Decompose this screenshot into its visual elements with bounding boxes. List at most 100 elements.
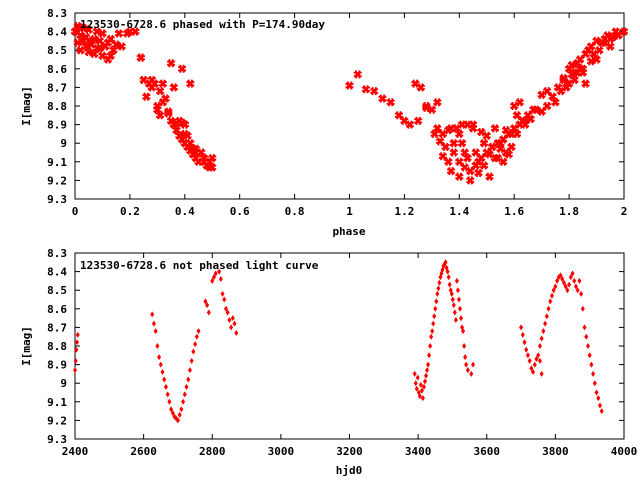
unphased-data-point — [561, 279, 566, 286]
unphased-data-point — [73, 367, 77, 374]
unphased-y-tick-label: 9 — [60, 377, 67, 390]
unphased-data-point — [455, 287, 460, 294]
unphased-data-point — [220, 290, 225, 297]
unphased-data-point — [446, 274, 451, 281]
unphased-x-tick-label: 3400 — [405, 445, 432, 458]
phased-x-tick-label: 0.6 — [230, 205, 250, 218]
unphased-data-point — [429, 333, 434, 340]
phased-x-tick-label: 0 — [72, 205, 79, 218]
unphased-data-point — [193, 341, 198, 348]
phased-data-point — [449, 147, 459, 158]
unphased-data-point — [167, 398, 172, 405]
phased-data-point — [479, 138, 489, 148]
unphased-data-point — [537, 357, 542, 364]
phased-data-point — [385, 97, 396, 108]
unphased-data-point — [573, 283, 578, 290]
unphased-x-tick-label: 2400 — [62, 445, 89, 458]
unphased-data-point — [555, 277, 560, 284]
unphased-data-point — [450, 296, 455, 303]
phased-data-point — [136, 52, 146, 63]
unphased-data-point — [432, 313, 437, 320]
unphased-data-point — [427, 352, 432, 359]
unphased-data-point — [579, 290, 584, 297]
unphased-data-point — [558, 272, 563, 279]
unphased-data-point — [537, 343, 542, 349]
unphased-data-point — [234, 329, 239, 336]
phased-data-point — [361, 84, 371, 95]
phased-data-point — [457, 138, 467, 148]
unphased-data-point — [73, 357, 78, 364]
unphased-data-points — [73, 259, 604, 424]
unphased-data-point — [461, 328, 466, 335]
unphased-data-point — [580, 305, 585, 312]
unphased-data-point — [165, 391, 170, 398]
unphased-data-point — [456, 296, 461, 303]
unphased-x-tick-label: 3600 — [474, 445, 501, 458]
unphased-data-point — [206, 309, 211, 316]
phased-x-axis-label: phase — [332, 225, 365, 238]
phased-y-tick-label: 8.4 — [47, 26, 67, 39]
phased-data-point — [473, 168, 484, 178]
phased-chart: 0 0.2 0.4 0.6 0.8 1 1.2 1.4 1.6 1.8 2 8.3 8.4 8.5 8.6 8… — [20, 7, 629, 238]
unphased-data-point — [175, 417, 180, 424]
phased-data-point — [446, 166, 456, 176]
unphased-data-point — [560, 276, 565, 283]
phased-data-point — [465, 175, 476, 186]
unphased-axis-ticks: 2400 2600 2800 3000 3200 3400 3600 3800 4000 8.3 8… — [47, 247, 637, 458]
unphased-data-point — [596, 395, 601, 402]
unphased-data-point — [443, 259, 448, 266]
unphased-data-point — [531, 369, 536, 376]
phased-data-point — [155, 86, 165, 96]
phased-data-points — [70, 21, 629, 186]
unphased-data-point — [421, 383, 426, 390]
unphased-data-point — [532, 361, 537, 368]
unphased-data-point — [181, 398, 186, 405]
unphased-y-tick-label: 8.4 — [47, 266, 67, 279]
unphased-data-point — [155, 343, 160, 349]
unphased-data-point — [551, 287, 556, 294]
unphased-data-point — [196, 328, 201, 335]
unphased-data-point — [422, 378, 427, 385]
unphased-x-tick-label: 2600 — [130, 445, 157, 458]
unphased-data-point — [565, 287, 570, 294]
unphased-y-tick-label: 8.7 — [47, 321, 67, 334]
unphased-y-tick-label: 9.1 — [47, 396, 67, 409]
unphased-data-point — [453, 316, 458, 323]
phased-data-point — [594, 45, 605, 56]
unphased-data-point — [211, 274, 216, 281]
unphased-data-point — [546, 305, 551, 312]
unphased-x-tick-label: 4000 — [611, 445, 638, 458]
phased-x-tick-label: 0.2 — [120, 205, 140, 218]
unphased-y-tick-label: 8.8 — [47, 340, 67, 353]
phased-data-point — [580, 78, 591, 89]
phased-data-point — [542, 86, 552, 96]
unphased-data-point — [524, 346, 529, 353]
unphased-data-point — [597, 402, 602, 409]
unphased-data-point — [150, 311, 155, 318]
phased-data-point — [438, 129, 448, 139]
unphased-data-point — [417, 393, 422, 400]
unphased-data-point — [426, 361, 431, 368]
unphased-data-point — [412, 370, 417, 377]
unphased-data-point — [153, 328, 158, 335]
unphased-data-point — [162, 376, 167, 383]
unphased-data-point — [194, 333, 199, 340]
phased-data-point — [506, 142, 517, 152]
unphased-data-point — [594, 389, 599, 396]
unphased-data-point — [424, 372, 429, 379]
unphased-data-point — [462, 343, 467, 349]
phased-data-point — [454, 157, 465, 167]
phased-y-tick-label: 9 — [60, 137, 67, 150]
unphased-y-axis-label: I[mag] — [20, 326, 33, 366]
unphased-data-point — [232, 320, 237, 327]
phased-x-tick-label: 2 — [621, 205, 628, 218]
unphased-data-point — [229, 324, 234, 331]
phased-data-point — [158, 78, 168, 89]
phased-x-tick-label: 1 — [346, 205, 353, 218]
unphased-data-point — [223, 305, 228, 312]
unphased-data-point — [75, 339, 80, 346]
unphased-data-point — [419, 387, 424, 394]
unphased-data-point — [447, 281, 452, 288]
unphased-data-point — [575, 287, 580, 294]
phased-data-point — [413, 116, 423, 126]
